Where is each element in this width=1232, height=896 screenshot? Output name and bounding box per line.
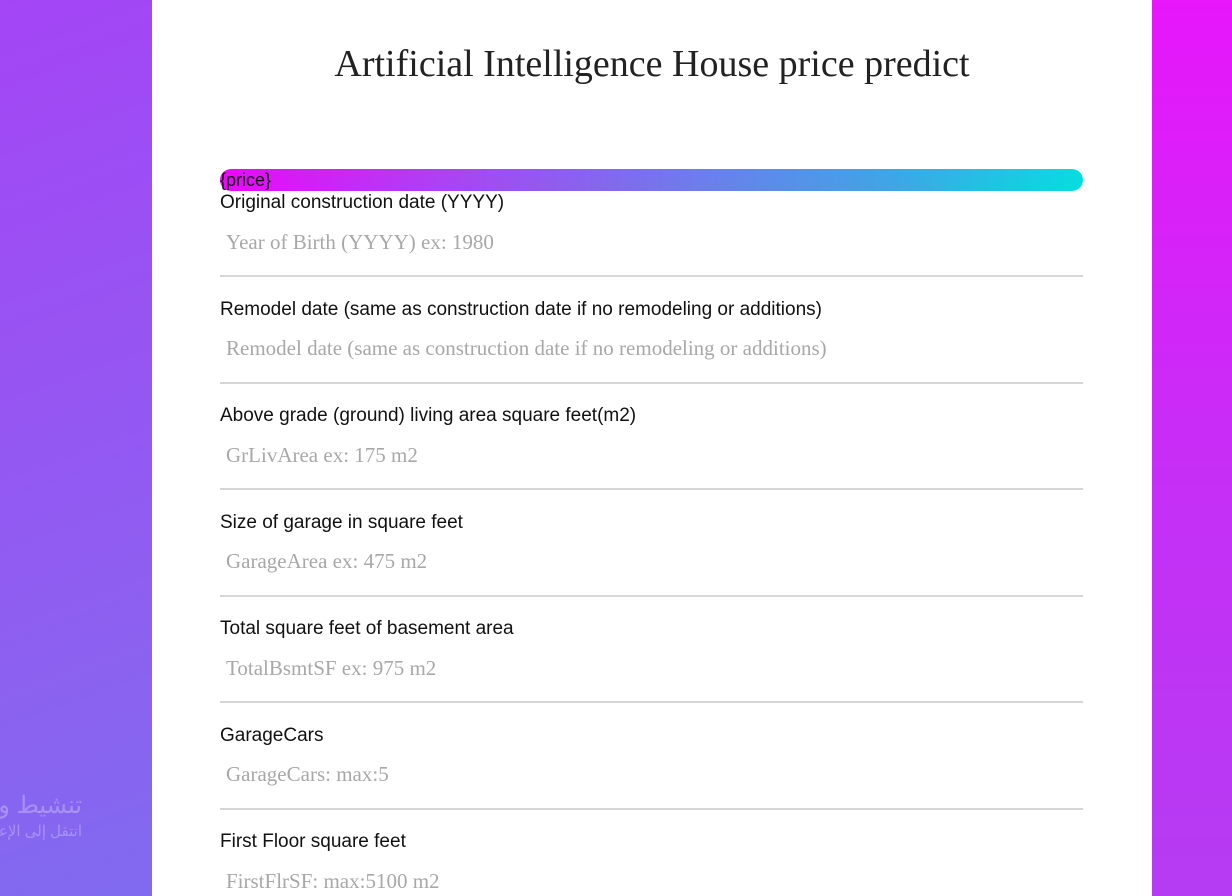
prediction-form: Original construction date (YYYY) Remode…	[220, 191, 1083, 896]
field-label: Remodel date (same as construction date …	[220, 298, 822, 320]
field-label: Total square feet of basement area	[220, 618, 514, 639]
field-first-floor: First Floor square feet	[220, 830, 1083, 896]
field-remodel-date: Remodel date (same as construction date …	[220, 298, 1083, 405]
field-label: Original construction date (YYYY)	[220, 192, 505, 213]
basement-area-input[interactable]	[220, 647, 1083, 703]
garage-area-input[interactable]	[220, 540, 1083, 597]
living-area-input[interactable]	[220, 434, 1083, 490]
windows-activation-watermark: تنشيط ويندوز انتقل إلى الإعدادات لتنشيط …	[0, 790, 82, 842]
field-label: GarageCars	[220, 724, 324, 746]
first-floor-input[interactable]	[220, 860, 1083, 896]
price-result-text: {price}	[220, 170, 272, 190]
watermark-subtitle: انتقل إلى الإعدادات لتنشيط ويندوز.	[0, 823, 82, 840]
field-construction-date: Original construction date (YYYY)	[220, 191, 1083, 298]
construction-date-input[interactable]	[220, 221, 1083, 277]
field-garage-cars: GarageCars	[220, 724, 1083, 831]
garage-cars-input[interactable]	[220, 753, 1083, 810]
field-garage-area: Size of garage in square feet	[220, 511, 1083, 618]
background-right-gradient	[1152, 0, 1232, 896]
field-label: Above grade (ground) living area square …	[220, 405, 637, 426]
field-living-area: Above grade (ground) living area square …	[220, 404, 1083, 511]
watermark-title: تنشيط ويندوز	[0, 792, 82, 819]
field-basement-area: Total square feet of basement area	[220, 617, 1083, 724]
field-label: Size of garage in square feet	[220, 511, 463, 533]
remodel-date-input[interactable]	[220, 327, 1083, 384]
form-card: Artificial Intelligence House price pred…	[152, 0, 1152, 896]
page-title: Artificial Intelligence House price pred…	[334, 43, 970, 85]
field-label: First Floor square feet	[220, 831, 406, 852]
price-result-bar: {price}	[220, 169, 1083, 191]
